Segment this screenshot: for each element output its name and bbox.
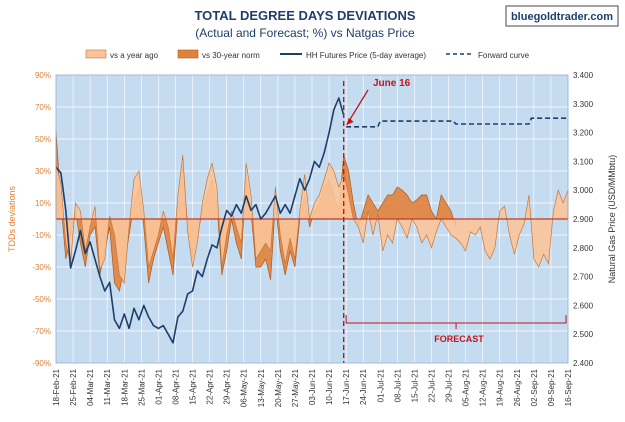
x-tick-label: 05-Aug-21 xyxy=(462,368,471,406)
x-tick-label: 18-Feb-21 xyxy=(52,368,61,405)
y-tick-right: 2.500 xyxy=(573,330,594,339)
x-tick-label: 08-Apr-21 xyxy=(171,368,180,404)
x-tick-label: 20-May-21 xyxy=(274,368,283,407)
axis-layer: 90% 70% 50% 30% 10% -10% -30% -50% -70% -90% 3.400… xyxy=(32,71,593,407)
legend-swatch-yoy xyxy=(85,49,107,59)
y-tick-right: 3.300 xyxy=(573,100,594,109)
x-tick-label: 26-Aug-21 xyxy=(513,368,522,406)
y-tick-right: 2.800 xyxy=(573,244,594,253)
x-tick-label: 03-Jun-21 xyxy=(308,368,317,405)
x-tick-label: 02-Sep-21 xyxy=(530,368,539,406)
marker-arrow xyxy=(346,89,369,126)
x-tick-label: 11-Mar-21 xyxy=(103,368,112,405)
legend-swatch-norm xyxy=(177,49,199,59)
x-tick-label: 25-Mar-21 xyxy=(137,368,146,405)
y-tick-right: 2.400 xyxy=(573,359,594,368)
y-tick-left: 30% xyxy=(35,167,51,176)
x-tick-label: 22-Jul-21 xyxy=(427,368,436,402)
x-tick-label: 01-Apr-21 xyxy=(154,368,163,404)
forecast-label: FORECAST xyxy=(434,334,484,344)
x-tick-label: 16-Sep-21 xyxy=(564,368,573,406)
plot-border xyxy=(55,74,569,364)
brand-box xyxy=(505,5,619,27)
brand-label: bluegoldtrader.com xyxy=(511,11,613,23)
x-tick-label: 08-Jul-21 xyxy=(393,368,402,402)
x-tick-label: 12-Aug-21 xyxy=(479,368,488,406)
series-hh-futures-price xyxy=(55,97,345,344)
annotation-layer xyxy=(342,81,567,363)
y-tick-left: -10% xyxy=(32,231,51,240)
x-tick-label: 01-Jul-21 xyxy=(376,368,385,402)
y-tick-left: 70% xyxy=(35,103,51,112)
x-tick-label: 09-Sep-21 xyxy=(547,368,556,406)
y-tick-right: 3.400 xyxy=(573,71,594,80)
x-tick-label: 10-Jun-21 xyxy=(325,368,334,405)
x-tick-label: 24-Jun-21 xyxy=(359,368,368,405)
x-tick-label: 19-Aug-21 xyxy=(496,368,505,406)
x-tick-label: 18-Mar-21 xyxy=(120,368,129,405)
chart-title: TOTAL DEGREE DAYS DEVIATIONS xyxy=(194,8,415,23)
x-tick-label: 15-Apr-21 xyxy=(189,368,198,404)
marker-label: June 16 xyxy=(373,78,411,89)
y-tick-left: -90% xyxy=(32,359,51,368)
y-tick-left: -70% xyxy=(32,327,51,336)
chart-subtitle: (Actual and Forecast; %) vs Natgas Price xyxy=(195,26,415,40)
y-tick-right: 3.100 xyxy=(573,157,594,166)
y-tick-left: 50% xyxy=(35,135,51,144)
y-tick-right: 3.000 xyxy=(573,186,594,195)
y-tick-right: 2.900 xyxy=(573,215,594,224)
y-tick-left: 10% xyxy=(35,199,51,208)
x-tick-label: 06-May-21 xyxy=(240,368,249,407)
y-tick-left: -30% xyxy=(32,263,51,272)
y-tick-right: 2.700 xyxy=(573,273,594,282)
y-tick-left: -50% xyxy=(32,295,51,304)
series-forward-curve xyxy=(346,117,568,128)
legend: vs a year ago vs 30-year norm HH Futures… xyxy=(85,49,530,60)
legend-label-norm: vs 30-year norm xyxy=(202,51,260,60)
series-layer xyxy=(55,97,569,344)
y-axis-right-label: Natural Gas Price (USD/MMbtu) xyxy=(607,155,617,284)
y-tick-left: 90% xyxy=(35,71,51,80)
x-tick-label: 29-Jul-21 xyxy=(445,368,454,402)
x-tick-label: 04-Mar-21 xyxy=(86,368,95,405)
marker-arrow-head xyxy=(346,117,354,125)
legend-label-hh: HH Futures Price (5-day average) xyxy=(306,51,426,60)
y-tick-right: 3.200 xyxy=(573,129,594,138)
x-tick-label: 15-Jul-21 xyxy=(410,368,419,402)
x-tick-label: 27-May-21 xyxy=(291,368,300,407)
x-tick-label: 29-Apr-21 xyxy=(223,368,232,404)
y-axis-left-label: TDDs deviations xyxy=(7,185,17,252)
series-vs-30yr-norm xyxy=(55,130,457,292)
x-tick-label: 13-May-21 xyxy=(257,368,266,407)
x-tick-label: 25-Feb-21 xyxy=(69,368,78,405)
legend-label-forward: Forward curve xyxy=(478,51,530,60)
y-tick-right: 2.600 xyxy=(573,301,594,310)
x-tick-label: 22-Apr-21 xyxy=(206,368,215,404)
x-tick-label: 17-Jun-21 xyxy=(342,368,351,405)
legend-label-yoy: vs a year ago xyxy=(110,51,159,60)
